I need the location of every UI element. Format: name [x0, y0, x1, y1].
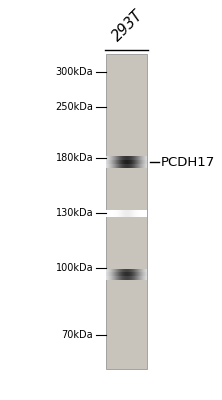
- Text: PCDH17: PCDH17: [161, 156, 215, 169]
- Text: 180kDa: 180kDa: [56, 154, 93, 164]
- Text: 130kDa: 130kDa: [56, 208, 93, 218]
- Text: 100kDa: 100kDa: [56, 264, 93, 274]
- Text: 250kDa: 250kDa: [55, 102, 93, 112]
- Text: 70kDa: 70kDa: [61, 330, 93, 340]
- Bar: [107, 54, 147, 368]
- Text: 300kDa: 300kDa: [56, 67, 93, 77]
- Text: 293T: 293T: [110, 8, 146, 44]
